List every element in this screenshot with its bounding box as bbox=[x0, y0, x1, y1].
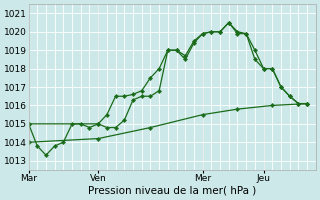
X-axis label: Pression niveau de la mer( hPa ): Pression niveau de la mer( hPa ) bbox=[88, 186, 256, 196]
